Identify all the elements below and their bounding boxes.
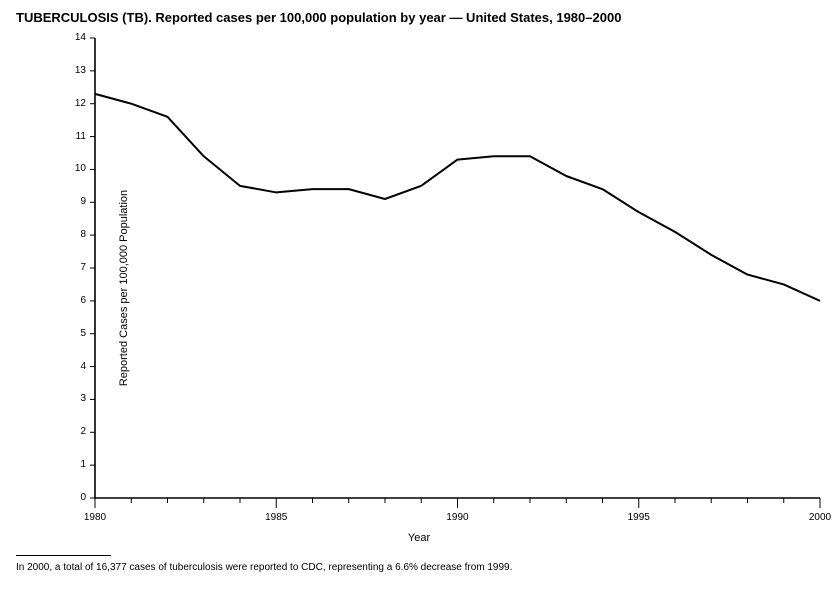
y-tick-label: 12	[66, 98, 86, 109]
x-tick-label: 1990	[446, 512, 468, 523]
x-axis-label: Year	[408, 532, 430, 544]
y-tick-label: 9	[66, 196, 86, 207]
footnote-text: In 2000, a total of 16,377 cases of tube…	[16, 562, 512, 573]
y-tick-label: 4	[66, 361, 86, 372]
y-tick-label: 13	[66, 65, 86, 76]
y-tick-label: 5	[66, 328, 86, 339]
x-tick-label: 1985	[265, 512, 287, 523]
y-tick-label: 11	[66, 131, 86, 142]
y-tick-label: 7	[66, 262, 86, 273]
footnote-rule	[16, 555, 111, 556]
x-tick-label: 2000	[809, 512, 831, 523]
y-tick-label: 2	[66, 426, 86, 437]
y-tick-label: 1	[66, 459, 86, 470]
chart-container: Reported Cases per 100,000 Population Ye…	[0, 28, 838, 548]
y-tick-label: 3	[66, 393, 86, 404]
y-tick-label: 8	[66, 229, 86, 240]
y-tick-label: 6	[66, 295, 86, 306]
y-tick-label: 10	[66, 163, 86, 174]
y-axis-label: Reported Cases per 100,000 Population	[118, 190, 130, 386]
x-tick-label: 1995	[628, 512, 650, 523]
y-tick-label: 0	[66, 492, 86, 503]
y-tick-label: 14	[66, 32, 86, 43]
chart-title: TUBERCULOSIS (TB). Reported cases per 10…	[16, 10, 621, 25]
x-tick-label: 1980	[84, 512, 106, 523]
